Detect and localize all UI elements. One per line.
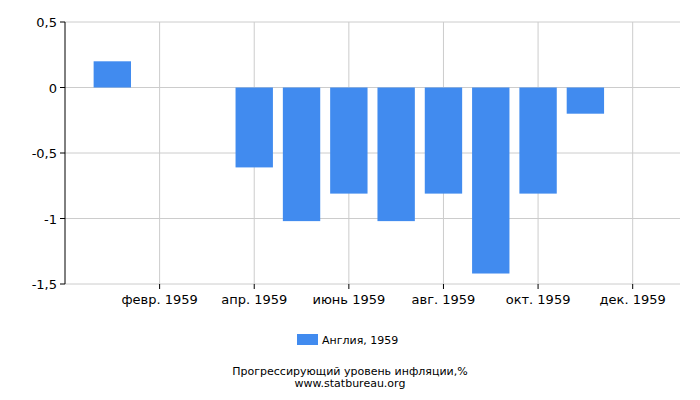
x-tick bbox=[254, 284, 255, 289]
bar bbox=[472, 88, 509, 274]
x-tick-label: июнь 1959 bbox=[312, 292, 385, 307]
x-tick-label: дек. 1959 bbox=[600, 292, 666, 307]
grid-line bbox=[65, 218, 680, 219]
bar bbox=[377, 88, 414, 222]
x-tick bbox=[159, 284, 160, 289]
grid-line bbox=[65, 284, 680, 285]
bar bbox=[330, 88, 367, 194]
bar bbox=[188, 87, 225, 88]
bars bbox=[94, 61, 604, 273]
bar bbox=[519, 88, 556, 194]
grid-line bbox=[65, 153, 680, 154]
bar bbox=[425, 88, 462, 194]
y-tick-label: 0,5 bbox=[36, 15, 57, 30]
bar bbox=[236, 88, 273, 168]
x-tick-label: окт. 1959 bbox=[506, 292, 571, 307]
chart: 0,5 0 -0,5 -1 -1,5 февр. 1959 апр. 1959 июнь 19… bbox=[0, 0, 700, 400]
x-tick bbox=[632, 284, 633, 289]
y-tick-label: -1 bbox=[44, 212, 57, 227]
y-tick bbox=[60, 153, 65, 154]
grid-line bbox=[632, 22, 633, 284]
y-axis bbox=[65, 22, 66, 284]
bar bbox=[141, 87, 178, 88]
bar bbox=[614, 87, 651, 88]
y-tick-label: -0,5 bbox=[32, 146, 57, 161]
y-tick bbox=[60, 284, 65, 285]
subtitle: www.statbureau.org bbox=[295, 377, 406, 390]
x-tick bbox=[538, 284, 539, 289]
x-tick bbox=[443, 284, 444, 289]
y-tick-label: -1,5 bbox=[32, 277, 57, 292]
legend-label: Англия, 1959 bbox=[322, 334, 398, 347]
bar bbox=[567, 88, 604, 114]
y-tick bbox=[60, 22, 65, 23]
x-tick-label: авг. 1959 bbox=[412, 292, 476, 307]
legend-swatch bbox=[297, 334, 318, 345]
y-tick bbox=[60, 87, 65, 88]
grid-line bbox=[159, 22, 160, 284]
bar bbox=[283, 88, 320, 222]
grid-line bbox=[65, 22, 680, 23]
x-tick-label: апр. 1959 bbox=[221, 292, 287, 307]
x-tick-label: февр. 1959 bbox=[121, 292, 197, 307]
x-tick bbox=[348, 284, 349, 289]
y-tick bbox=[60, 218, 65, 219]
bar bbox=[94, 61, 131, 87]
y-tick-label: 0 bbox=[49, 81, 57, 96]
